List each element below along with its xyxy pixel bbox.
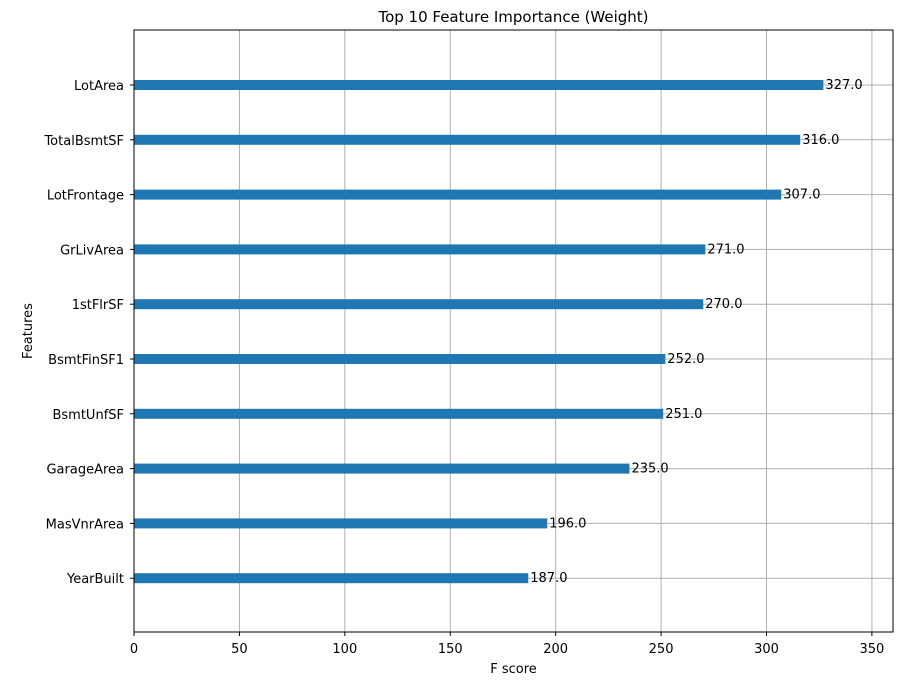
bar <box>134 244 706 255</box>
x-tick-label: 300 <box>754 642 779 657</box>
bar <box>134 80 824 90</box>
bar-value-label: 327.0 <box>825 78 862 93</box>
bar-value-label: 316.0 <box>802 133 839 148</box>
bar <box>134 189 782 200</box>
y-tick-label: GrLivArea <box>60 243 124 258</box>
y-tick-label: LotArea <box>74 79 124 94</box>
chart-title: Top 10 Feature Importance (Weight) <box>377 8 648 26</box>
bar <box>134 463 630 474</box>
y-tick-label: GarageArea <box>46 463 124 478</box>
x-axis-label: F score <box>490 662 537 677</box>
value-labels: 327.0 316.0 307.0 271.0 270.0 252.0 251.0 235.0… <box>530 78 862 586</box>
x-tick-label: 50 <box>231 642 248 657</box>
bar-value-label: 196.0 <box>549 516 586 531</box>
y-axis-ticks: LotArea TotalBsmtSF LotFrontage GrLivArea 1s… <box>43 79 134 587</box>
bar <box>134 518 548 529</box>
plot-frame <box>133 29 894 633</box>
x-tick-label: 350 <box>860 642 885 657</box>
y-tick-label: YearBuilt <box>66 572 124 587</box>
x-tick-label: 100 <box>332 642 357 657</box>
y-tick-label: LotFrontage <box>47 189 124 204</box>
x-axis-ticks: 0 50 100 150 200 250 300 350 <box>130 632 884 657</box>
x-tick-label: 250 <box>649 642 674 657</box>
bar <box>134 134 801 145</box>
y-tick-label: BsmtUnfSF <box>52 408 124 423</box>
x-tick-label: 150 <box>438 642 463 657</box>
bar <box>134 573 529 584</box>
y-tick-label: MasVnrArea <box>46 517 124 532</box>
y-axis-label: Features <box>21 303 36 359</box>
x-tick-label: 0 <box>130 642 138 657</box>
bars <box>134 80 824 584</box>
bar-value-label: 252.0 <box>667 352 704 367</box>
bar-value-label: 251.0 <box>665 407 702 422</box>
bar <box>134 354 666 364</box>
bar-value-label: 187.0 <box>530 571 567 586</box>
x-tick-label: 200 <box>543 642 568 657</box>
y-tick-label: BsmtFinSF1 <box>48 353 124 368</box>
bar-value-label: 271.0 <box>707 242 744 257</box>
y-tick-label: TotalBsmtSF <box>43 134 124 149</box>
bar-value-label: 235.0 <box>631 462 668 477</box>
bar <box>134 408 664 419</box>
bar <box>134 299 704 310</box>
y-tick-label: 1stFlrSF <box>72 298 124 313</box>
bar-value-label: 270.0 <box>705 297 742 312</box>
bar-value-label: 307.0 <box>783 188 820 203</box>
